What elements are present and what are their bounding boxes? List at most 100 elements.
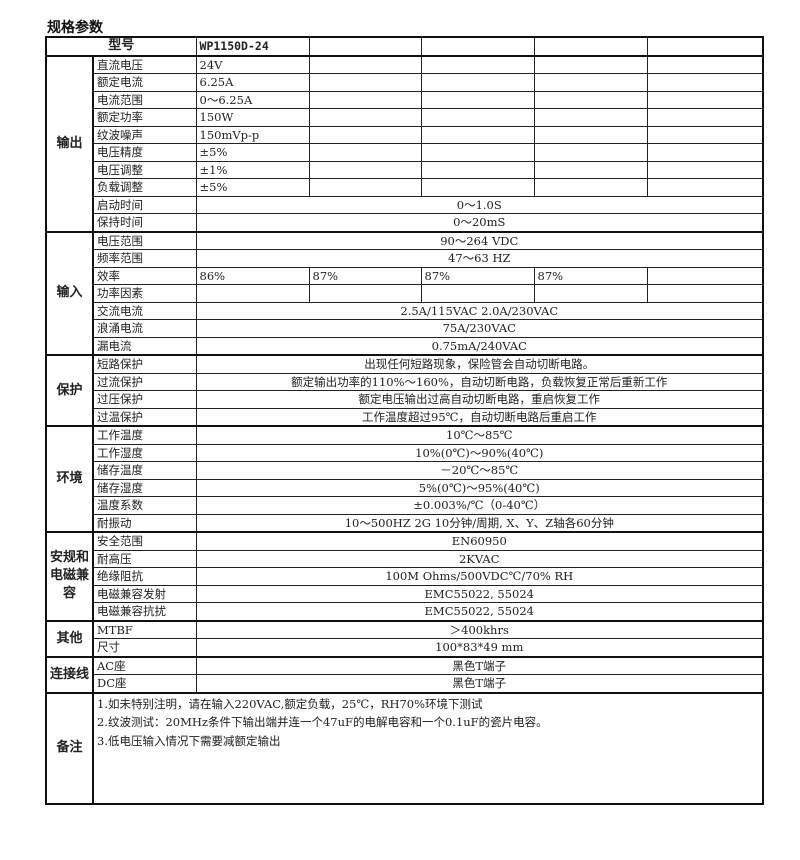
row-label: 启动时间	[92, 195, 197, 214]
row-value	[420, 73, 535, 92]
row-label: 耐振动	[92, 513, 197, 533]
table-row: 尺寸 100*83*49 mm	[46, 638, 764, 657]
row-label: 过压保护	[92, 390, 197, 409]
model-empty-cell	[533, 36, 648, 56]
row-value	[308, 73, 422, 92]
row-value	[308, 160, 422, 179]
row-value	[420, 54, 535, 74]
table-row: 额定电流 6.25A	[46, 73, 764, 92]
row-value: ±1%	[195, 160, 310, 179]
table-row: 工作湿度 10%(0℃)～90%(40℃)	[46, 443, 764, 462]
row-label: 电磁兼容抗扰	[92, 602, 197, 621]
row-value	[646, 73, 764, 92]
row-value: 6.25A	[195, 73, 310, 92]
table-row: 环境 工作温度 10℃～85℃	[45, 425, 764, 533]
table-row: 连接线 AC座 黑色T端子	[45, 655, 764, 693]
row-value	[308, 178, 422, 197]
table-row: 储存温度 －20℃～85℃	[46, 461, 764, 480]
row-label: 储存温度	[92, 461, 197, 480]
remarks-row: 备注 1.如未特别注明，请在输入220VAC,额定负载，25℃，RH70%环境下测…	[45, 691, 764, 804]
row-value: 47～63 HZ	[195, 249, 764, 268]
table-row: 负载调整 ±5%	[46, 178, 764, 197]
table-row: 漏电流 0.75mA/240VAC	[46, 336, 764, 356]
table-row: 电压调整 ±1%	[46, 160, 764, 179]
remark-note: 3.低电压输入情况下需要减额定输出	[97, 733, 281, 748]
row-value: 10～500HZ 2G 10分钟/周期, X、Y、Z轴各60分钟	[195, 513, 764, 533]
row-label: 纹波噪声	[92, 125, 197, 144]
row-value: 2KVAC	[195, 549, 764, 568]
row-label: 保持时间	[92, 213, 197, 232]
row-label: 尺寸	[92, 638, 197, 657]
row-value: 10℃～85℃	[195, 425, 764, 445]
header-row: 型号 WP1150D-24	[45, 36, 764, 56]
remarks-category: 备注	[45, 691, 94, 804]
row-value: 100*83*49 mm	[195, 638, 764, 657]
row-value: 90～264 VDC	[195, 230, 764, 250]
remarks-notes: 1.如未特别注明，请在输入220VAC,额定负载，25℃，RH70%环境下测试 2…	[92, 691, 764, 804]
row-value: 75A/230VAC	[195, 319, 764, 338]
table-row: 耐高压 2KVAC	[46, 549, 764, 568]
row-value: 150W	[195, 108, 310, 127]
row-value: 5%(0℃)～95%(40℃)	[195, 478, 764, 497]
row-value	[533, 54, 648, 74]
model-empty-cell	[646, 36, 764, 56]
table-row: 绝缘阻抗 100M Ohms/500VDC℃/70% RH	[46, 567, 764, 586]
table-row: 安规和电磁兼容 安全范围 EN60950	[45, 531, 764, 621]
row-value	[533, 284, 648, 303]
section-category: 保护	[45, 354, 94, 427]
row-label: 交流电流	[92, 301, 197, 320]
section-category: 输出	[45, 54, 94, 232]
row-value	[646, 266, 764, 285]
row-value: 10%(0℃)～90%(40℃)	[195, 443, 764, 462]
row-value	[420, 160, 535, 179]
row-label: 浪涌电流	[92, 319, 197, 338]
table-row: 电磁兼容发射 EMC55022, 55024	[46, 584, 764, 603]
row-value	[646, 125, 764, 144]
table-row: 保持时间 0～20mS	[46, 213, 764, 232]
row-value	[646, 143, 764, 162]
row-label: 过流保护	[92, 372, 197, 391]
section-category: 环境	[45, 425, 94, 533]
row-label: 温度系数	[92, 496, 197, 515]
row-label: 负载调整	[92, 178, 197, 197]
table-row: 电流范围 0～6.25A	[46, 90, 764, 109]
row-value	[420, 90, 535, 109]
row-label: 过温保护	[92, 407, 197, 427]
table-row: 电磁兼容抗扰 EMC55022, 55024	[46, 602, 764, 621]
row-value	[646, 90, 764, 109]
table-row: 耐振动 10～500HZ 2G 10分钟/周期, X、Y、Z轴各60分钟	[46, 513, 764, 533]
row-value	[308, 284, 422, 303]
table-row: 过压保护 额定电压输出过高自动切断电路，重启恢复工作	[46, 390, 764, 409]
row-value	[420, 125, 535, 144]
row-value: ±5%	[195, 178, 310, 197]
table-row: 其他 MTBF ＞400khrs	[45, 619, 764, 657]
row-label: 电压调整	[92, 160, 197, 179]
row-value: 86%	[195, 266, 310, 285]
row-value: ±5%	[195, 143, 310, 162]
row-value: 额定电压输出过高自动切断电路，重启恢复工作	[195, 390, 764, 409]
row-label: 电流范围	[92, 90, 197, 109]
row-value: 黑色T端子	[195, 655, 764, 675]
row-value: 87%	[308, 266, 422, 285]
row-label: 频率范围	[92, 249, 197, 268]
table-row: 额定功率 150W	[46, 108, 764, 127]
table-row: DC座 黑色T端子	[46, 674, 764, 693]
row-label: MTBF	[92, 619, 197, 639]
table-row: 温度系数 ±0.003%/℃（0-40℃）	[46, 496, 764, 515]
table-row: 电压精度 ±5%	[46, 143, 764, 162]
model-label: 型号	[45, 36, 197, 56]
row-value: 工作温度超过95℃，自动切断电路后重启工作	[195, 407, 764, 427]
remark-note: 1.如未特别注明，请在输入220VAC,额定负载，25℃，RH70%环境下测试	[97, 696, 483, 711]
table-row: 纹波噪声 150mVp-p	[46, 125, 764, 144]
table-row: 效率 86% 87% 87% 87%	[46, 266, 764, 285]
row-label: AC座	[92, 655, 197, 675]
row-label: 安全范围	[92, 531, 197, 551]
row-value: ±0.003%/℃（0-40℃）	[195, 496, 764, 515]
row-value	[533, 178, 648, 197]
table-row: 过温保护 工作温度超过95℃，自动切断电路后重启工作	[46, 407, 764, 427]
row-value: －20℃～85℃	[195, 461, 764, 480]
model-empty-cell	[420, 36, 535, 56]
section-category: 连接线	[45, 655, 94, 693]
table-row: 浪涌电流 75A/230VAC	[46, 319, 764, 338]
row-label: 额定电流	[92, 73, 197, 92]
